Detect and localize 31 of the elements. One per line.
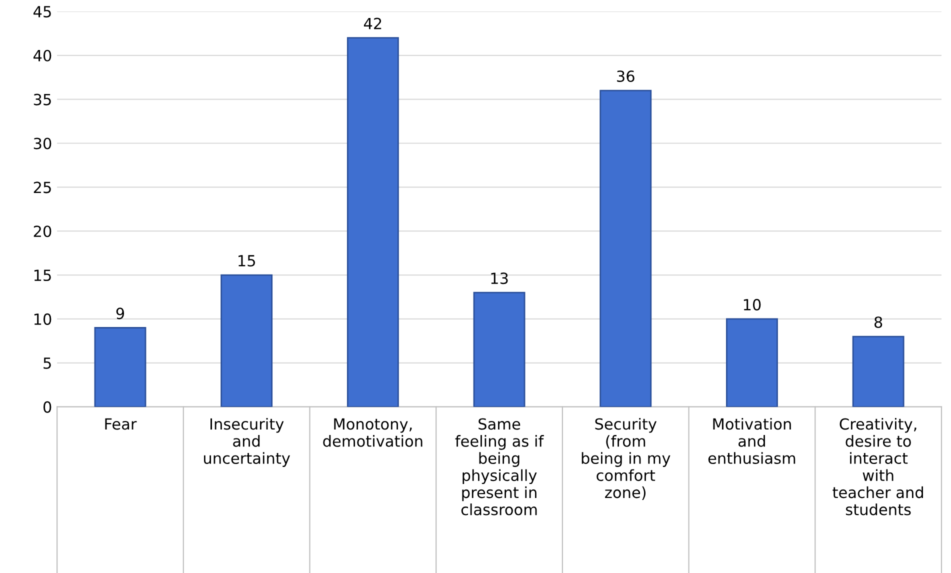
bar <box>852 336 904 407</box>
bar <box>473 292 526 407</box>
x-tick-label: Security (from being in my comfort zone) <box>582 418 670 500</box>
bar <box>726 318 778 407</box>
y-tick-label: 20 <box>34 226 52 238</box>
data-label: 42 <box>364 18 382 30</box>
y-tick-label: 35 <box>34 94 51 106</box>
x-tick-label: Monotony, demotivation <box>323 418 422 447</box>
x-tick-label: Insecurity and uncertainty <box>204 418 290 467</box>
y-tick-label: 0 <box>43 401 52 413</box>
y-tick-label: 5 <box>44 358 51 369</box>
x-tick-label: Fear <box>105 418 137 430</box>
data-label: 13 <box>491 272 508 284</box>
x-tick-label: Creativity, desire to interact with teacher and students <box>832 418 923 516</box>
bar <box>600 90 652 407</box>
x-tick-label: Motivation and enthusiasm <box>708 418 796 464</box>
bar <box>94 327 146 407</box>
y-tick-label: 10 <box>34 313 52 325</box>
bar <box>220 274 273 407</box>
bar <box>346 37 399 407</box>
y-tick-label: 40 <box>34 50 52 62</box>
y-tick-label: 30 <box>34 138 52 150</box>
y-tick-label: 45 <box>34 6 51 18</box>
data-label: 15 <box>238 255 255 267</box>
data-label: 10 <box>744 298 761 310</box>
y-tick-label: 25 <box>34 182 51 194</box>
data-label: 9 <box>116 308 124 320</box>
x-tick-label: Same feeling as if being physically present in classroom <box>455 418 544 516</box>
data-label: 8 <box>874 316 882 328</box>
y-tick-label: 15 <box>34 270 51 282</box>
data-label: 36 <box>617 70 634 82</box>
